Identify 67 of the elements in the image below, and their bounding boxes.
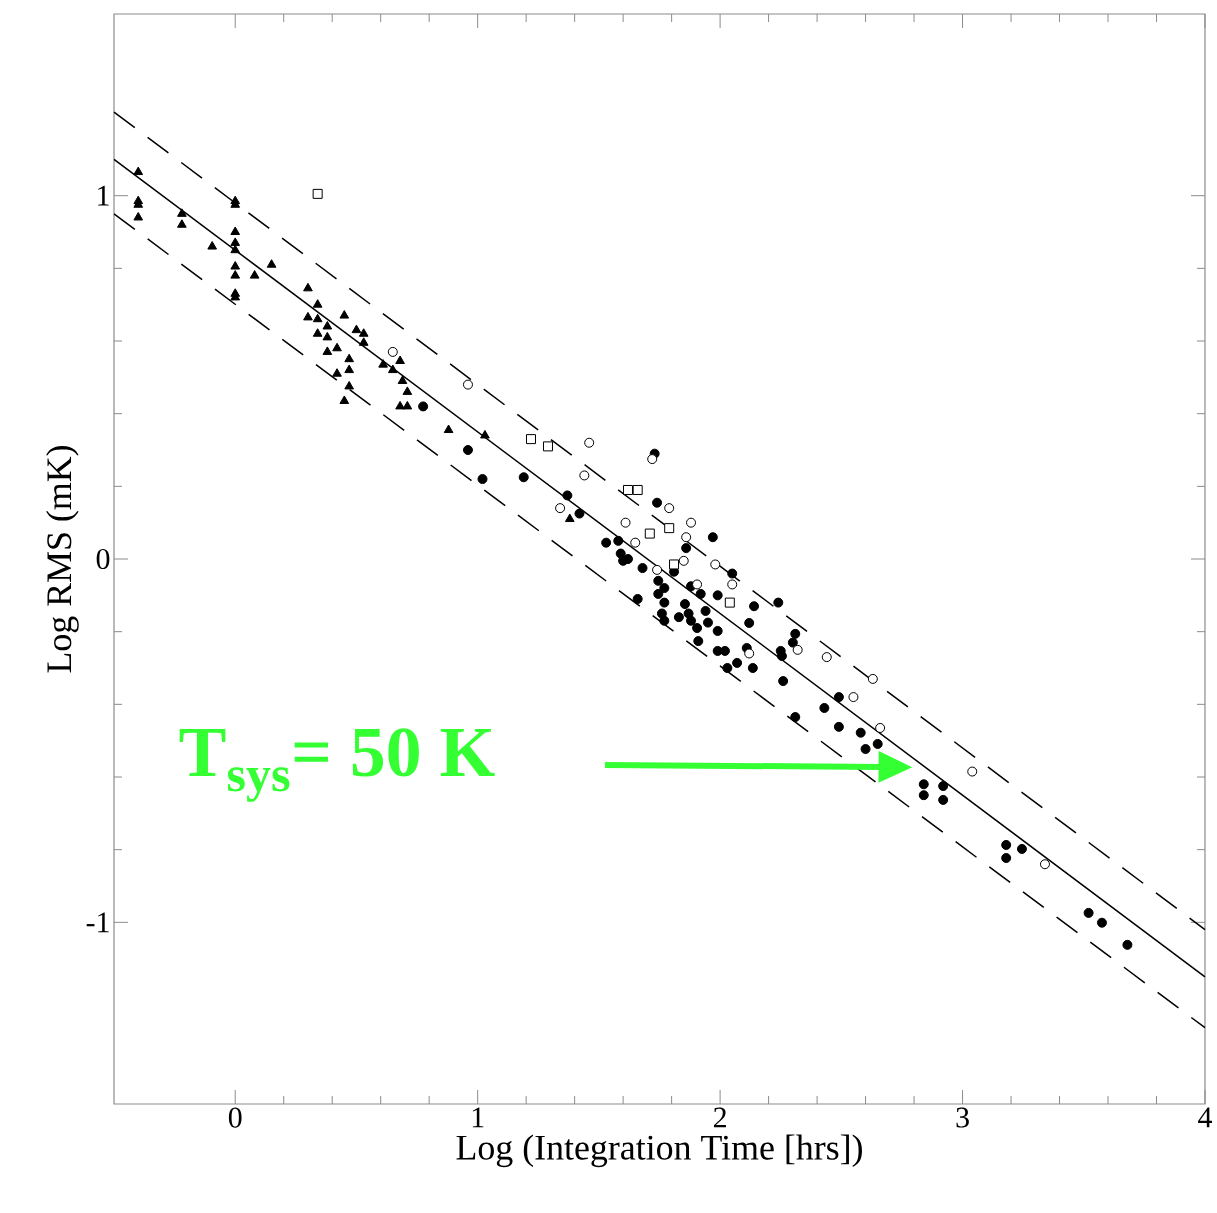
point <box>133 211 144 221</box>
point <box>177 208 187 217</box>
point <box>332 368 342 377</box>
point <box>480 429 490 439</box>
point <box>395 355 405 364</box>
point <box>133 166 144 176</box>
point <box>664 523 675 534</box>
point <box>266 259 277 268</box>
point <box>443 424 454 434</box>
point <box>344 380 354 390</box>
point <box>358 337 369 346</box>
point <box>724 597 735 608</box>
point <box>402 400 413 410</box>
point <box>387 364 398 374</box>
y-axis-title: Log RMS (mK) <box>46 446 79 673</box>
point <box>397 375 408 384</box>
point <box>526 434 536 445</box>
point <box>230 237 241 246</box>
point <box>564 513 575 523</box>
point <box>622 484 633 495</box>
x-axis-title: Log (Integration Time [hrs]) <box>456 1134 862 1168</box>
point <box>692 579 703 590</box>
point <box>312 313 323 323</box>
point <box>322 320 333 330</box>
point <box>249 270 260 279</box>
point <box>652 564 663 575</box>
y-tick-label: 1 <box>98 185 109 206</box>
point <box>339 395 350 404</box>
point <box>303 311 313 321</box>
point <box>867 673 878 684</box>
point <box>344 353 354 363</box>
point <box>644 528 655 539</box>
point <box>312 299 323 308</box>
x-tick-label: 4 <box>1198 1107 1212 1128</box>
point <box>542 441 553 452</box>
point <box>358 328 369 337</box>
point <box>230 261 241 270</box>
point <box>344 364 354 374</box>
annotation: T$_{sys}$= 50 K <box>179 728 495 802</box>
point <box>351 324 362 334</box>
point <box>339 310 350 319</box>
point <box>378 359 388 368</box>
point <box>579 470 590 481</box>
point <box>230 270 241 279</box>
point <box>647 454 658 465</box>
point <box>744 648 755 659</box>
x-tick-label: 0 <box>228 1107 242 1128</box>
point <box>303 282 313 292</box>
point <box>312 188 323 199</box>
point <box>322 331 333 341</box>
point <box>632 484 643 495</box>
point <box>620 517 631 528</box>
point <box>332 342 342 352</box>
point <box>207 241 218 250</box>
point <box>230 226 241 236</box>
point <box>312 328 323 337</box>
y-tick-label: 0 <box>96 548 110 570</box>
point <box>395 400 405 410</box>
point <box>402 386 413 395</box>
x-tick-label: 1 <box>472 1107 484 1128</box>
point <box>230 244 241 254</box>
x-tick-label: 2 <box>713 1107 726 1128</box>
y-tick-label: -1 <box>86 912 109 933</box>
point <box>322 346 333 355</box>
x-tick-label: 3 <box>956 1107 969 1128</box>
point <box>669 559 680 570</box>
point <box>177 219 187 228</box>
